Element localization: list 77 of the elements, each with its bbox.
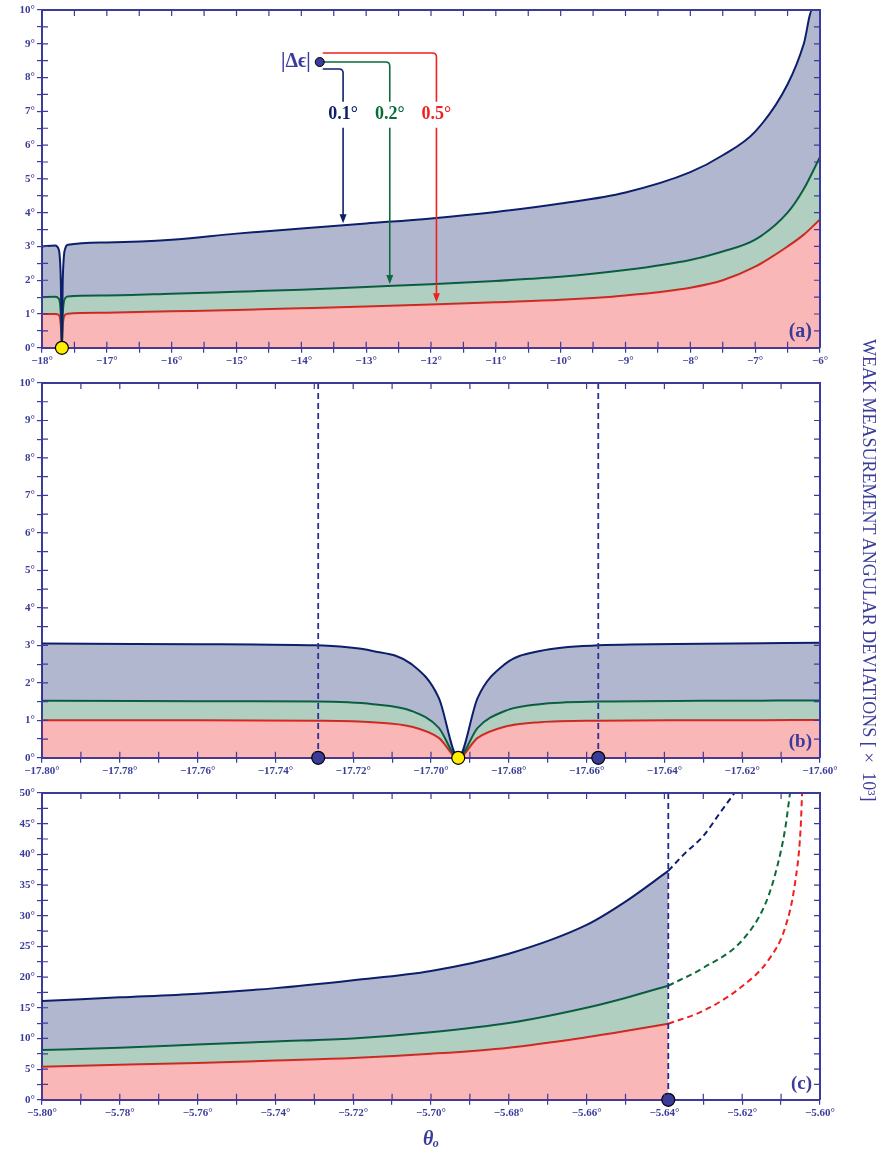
annotation: (a) (788, 318, 812, 342)
y-tick-label: 3° (25, 638, 35, 651)
y-tick-label: 6° (25, 137, 35, 150)
annotation: |Δϵ| (280, 49, 311, 73)
x-tick-label: −5.64° (649, 1106, 680, 1119)
x-tick-label: −5.68° (493, 1106, 524, 1119)
x-tick-label: −17.74° (257, 764, 294, 777)
x-tick-label: −5.70° (416, 1106, 446, 1119)
y-tick-label: 40° (19, 847, 35, 860)
y-tick-label: 3° (25, 239, 35, 252)
y-tick-label: 2° (25, 273, 35, 286)
y-tick-label: 45° (19, 816, 35, 829)
y-tick-label: 1° (25, 713, 35, 726)
y-tick-label: 9° (25, 36, 35, 49)
annotation: (c) (790, 1072, 812, 1095)
x-tick-label: −7° (747, 354, 764, 367)
x-tick-label: −17.72° (335, 764, 371, 777)
x-tick-label: −17.62° (724, 764, 760, 777)
x-tick-label: −17.76° (179, 764, 216, 777)
x-tick-label: −9° (617, 354, 634, 367)
y-tick-label: 50° (19, 785, 35, 798)
x-tick-label: −5.72° (338, 1106, 369, 1119)
y-tick-label: 4° (25, 600, 35, 613)
y-tick-label: 8° (25, 70, 35, 83)
y-tick-label: 5° (25, 171, 35, 184)
y-tick-label: 9° (25, 413, 35, 426)
x-tick-label: −13° (355, 354, 377, 367)
x-axis-title: θₒ (422, 1127, 440, 1150)
x-tick-label: −10° (549, 354, 572, 367)
y-tick-label: 20° (19, 969, 35, 982)
x-tick-label: −5.78° (104, 1106, 135, 1119)
y-tick-label: 6° (25, 525, 35, 538)
x-tick-label: −5.80° (27, 1106, 57, 1119)
x-tick-label: −17.70° (413, 764, 449, 777)
x-tick-label: −17.80° (24, 764, 60, 777)
annotation: (b) (788, 730, 812, 753)
y-tick-label: 2° (25, 675, 35, 688)
x-tick-label: −17.64° (646, 764, 683, 777)
x-tick-label: −17.60° (802, 764, 838, 777)
x-tick-label: −17.68° (491, 764, 527, 777)
y-tick-label: 1° (25, 306, 35, 319)
x-tick-label: −5.74° (260, 1106, 291, 1119)
y-tick-label: 25° (19, 939, 35, 952)
x-tick-label: −15° (225, 354, 248, 367)
y-tick-label: 5° (25, 1061, 35, 1074)
legend-label: 0.1° (328, 103, 358, 124)
y-tick-label: 7° (25, 104, 35, 117)
y-tick-label: 0° (25, 1092, 35, 1105)
y-tick-label: 0° (25, 750, 35, 763)
y-tick-label: 4° (25, 205, 35, 218)
text: 0.2° (374, 103, 405, 124)
x-tick-label: −11° (485, 354, 507, 367)
y-tick-label: 30° (19, 908, 35, 921)
x-tick-label: −5.76° (182, 1106, 213, 1119)
x-tick-label: −5.60° (805, 1106, 835, 1119)
y-axis-title: WEAK MEASUREMENT ANGULAR DEVIATIONS [× 10³] (858, 338, 879, 802)
x-tick-label: −5.66° (571, 1106, 602, 1119)
text: 0.5° (421, 103, 452, 124)
x-tick-label: −6° (811, 354, 829, 367)
x-tick-label: −17.78° (102, 764, 138, 777)
y-tick-label: 5° (25, 563, 35, 576)
y-tick-label: 8° (25, 450, 35, 463)
y-tick-label: 15° (19, 1000, 35, 1013)
x-tick-label: −17° (96, 354, 118, 367)
y-tick-label: 35° (19, 877, 35, 890)
y-tick-label: 7° (25, 488, 35, 501)
x-tick-label: −18° (31, 354, 53, 367)
y-tick-label: 0° (25, 340, 35, 353)
x-tick-label: −16° (160, 354, 183, 367)
x-tick-label: −17.66° (568, 764, 605, 777)
y-tick-label: 10° (19, 1031, 35, 1044)
x-tick-label: −14° (290, 354, 313, 367)
y-tick-label: 10° (19, 375, 35, 388)
x-tick-label: −12° (420, 354, 442, 367)
x-tick-label: −8° (682, 354, 699, 367)
y-tick-label: 10° (19, 2, 35, 15)
x-tick-label: −5.62° (727, 1106, 758, 1119)
